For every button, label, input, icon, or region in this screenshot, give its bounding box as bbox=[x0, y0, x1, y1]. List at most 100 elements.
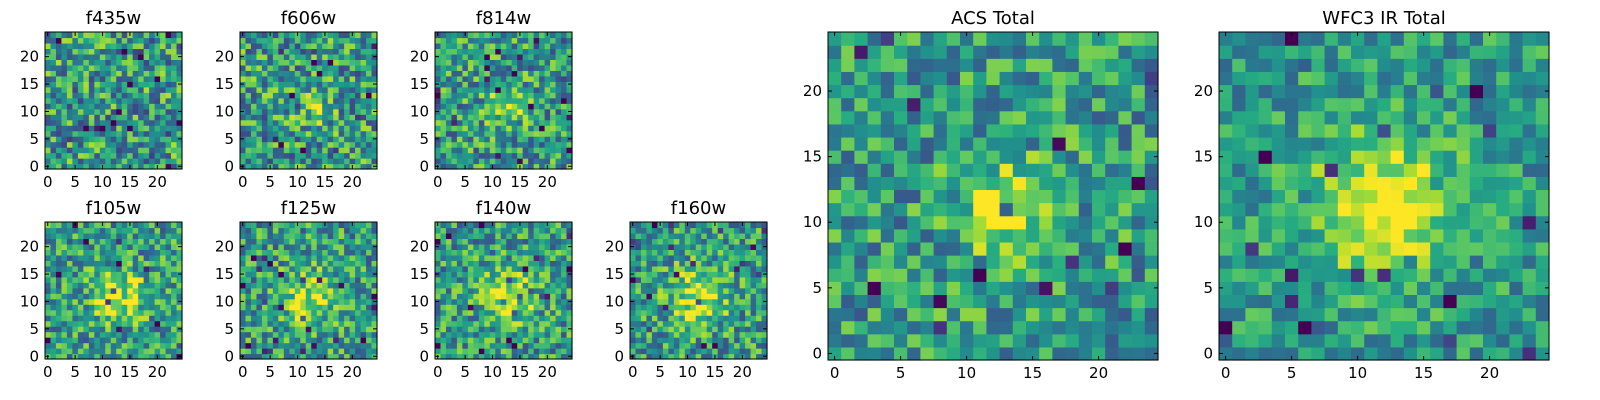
heatmap-cell bbox=[506, 81, 513, 88]
heatmap-cell bbox=[283, 337, 290, 344]
heatmap-cell bbox=[333, 53, 340, 60]
heatmap-cell bbox=[440, 326, 447, 333]
heatmap-cell bbox=[272, 158, 279, 165]
heatmap-cell bbox=[750, 309, 757, 316]
heatmap-cell bbox=[561, 130, 568, 137]
heatmap-cell bbox=[355, 326, 362, 333]
heatmap-cell bbox=[445, 348, 453, 355]
heatmap-cell bbox=[360, 86, 367, 93]
y-tick-label: 20 bbox=[20, 238, 39, 256]
heatmap-cell bbox=[717, 293, 724, 300]
heatmap-cell bbox=[679, 222, 686, 229]
heatmap-cell bbox=[267, 81, 274, 88]
heatmap-cell bbox=[761, 282, 768, 289]
heatmap-cell bbox=[533, 260, 540, 267]
heatmap-cell bbox=[272, 130, 279, 137]
heatmap-cell bbox=[1078, 189, 1093, 204]
heatmap-cell bbox=[668, 276, 675, 283]
heatmap-cell bbox=[360, 125, 367, 132]
heatmap-cell bbox=[116, 48, 123, 55]
heatmap-cell bbox=[528, 271, 535, 278]
heatmap-cell bbox=[300, 130, 307, 137]
heatmap-cell bbox=[322, 64, 329, 71]
heatmap-cell bbox=[305, 59, 312, 66]
heatmap-cell bbox=[867, 333, 882, 348]
heatmap-cell bbox=[267, 309, 274, 316]
heatmap-cell bbox=[83, 59, 90, 66]
heatmap-cell bbox=[451, 130, 458, 137]
heatmap-cell bbox=[728, 320, 735, 327]
heatmap-cell bbox=[344, 114, 351, 121]
heatmap-cell bbox=[500, 249, 507, 256]
heatmap-cell bbox=[745, 315, 752, 322]
heatmap-cell bbox=[88, 158, 95, 165]
heatmap-cell bbox=[566, 141, 573, 148]
heatmap-cell bbox=[127, 42, 134, 50]
heatmap-cell bbox=[745, 326, 752, 333]
heatmap-cell bbox=[66, 92, 73, 99]
heatmap-cell bbox=[66, 348, 73, 355]
heatmap-cell bbox=[88, 249, 95, 256]
heatmap-cell bbox=[300, 152, 307, 159]
heatmap-cell bbox=[138, 222, 145, 229]
heatmap-cell bbox=[679, 309, 686, 316]
heatmap-cell bbox=[445, 271, 453, 278]
heatmap-cell bbox=[907, 346, 921, 361]
heatmap-cell bbox=[739, 298, 746, 305]
heatmap-cell bbox=[451, 249, 458, 256]
heatmap-cell bbox=[511, 298, 518, 305]
heatmap-cell bbox=[712, 331, 719, 338]
heatmap-cell bbox=[132, 158, 139, 165]
heatmap-cell bbox=[561, 147, 568, 154]
heatmap-cell bbox=[327, 59, 334, 66]
heatmap-cell bbox=[360, 114, 367, 121]
heatmap-cell bbox=[440, 320, 447, 327]
heatmap-cell bbox=[999, 268, 1014, 282]
heatmap-cell bbox=[256, 64, 263, 71]
heatmap-cell bbox=[544, 53, 551, 60]
heatmap-cell bbox=[566, 59, 573, 66]
heatmap-cell bbox=[261, 48, 268, 55]
heatmap-cell bbox=[278, 125, 285, 132]
heatmap-cell bbox=[828, 333, 842, 348]
heatmap-cell bbox=[506, 119, 513, 126]
heatmap-cell bbox=[761, 287, 768, 294]
heatmap-cell bbox=[355, 260, 362, 267]
heatmap-cell bbox=[646, 331, 653, 338]
heatmap-cell bbox=[94, 254, 101, 261]
heatmap-cell bbox=[127, 75, 134, 82]
heatmap-cell bbox=[55, 293, 63, 300]
heatmap-cell bbox=[121, 119, 128, 126]
heatmap-cell bbox=[99, 337, 106, 344]
heatmap-cell bbox=[489, 108, 496, 115]
heatmap-cell bbox=[371, 114, 378, 121]
heatmap-cell bbox=[327, 353, 334, 360]
heatmap-cell bbox=[539, 141, 546, 148]
heatmap-cell bbox=[522, 64, 529, 71]
heatmap-cell bbox=[440, 42, 447, 50]
heatmap-cell bbox=[355, 119, 362, 126]
heatmap-cell bbox=[283, 342, 290, 349]
heatmap-cell bbox=[456, 265, 463, 272]
heatmap-cell bbox=[489, 152, 496, 159]
heatmap-cell bbox=[316, 282, 323, 289]
heatmap-cell bbox=[467, 42, 474, 50]
heatmap-cell bbox=[110, 254, 117, 261]
heatmap-cell bbox=[467, 158, 474, 165]
heatmap-cell bbox=[717, 227, 724, 234]
heatmap-cell bbox=[267, 320, 274, 327]
heatmap-cell bbox=[171, 293, 178, 300]
heatmap-cell bbox=[828, 268, 842, 282]
heatmap-cell bbox=[366, 232, 373, 240]
heatmap-cell bbox=[55, 32, 63, 39]
heatmap-cell bbox=[511, 64, 518, 71]
heatmap-cell bbox=[61, 64, 68, 71]
heatmap-cell bbox=[88, 254, 95, 261]
heatmap-cell bbox=[973, 346, 987, 361]
heatmap-cell bbox=[440, 243, 447, 250]
heatmap-cell bbox=[673, 265, 680, 272]
heatmap-cell bbox=[105, 152, 112, 159]
heatmap-cell bbox=[327, 130, 334, 137]
heatmap-cell bbox=[250, 282, 258, 289]
heatmap-cell bbox=[316, 298, 323, 305]
